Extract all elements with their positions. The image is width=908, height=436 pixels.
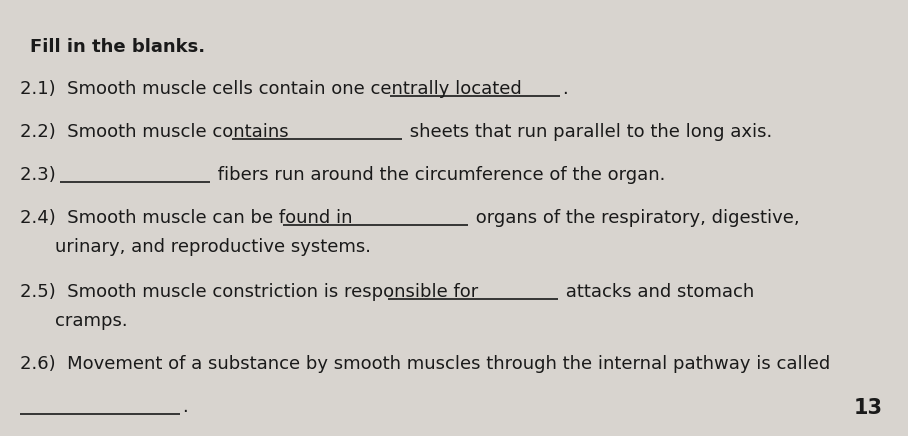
Text: 2.1)  Smooth muscle cells contain one centrally located: 2.1) Smooth muscle cells contain one cen… [20, 80, 528, 98]
Text: 2.5)  Smooth muscle constriction is responsible for: 2.5) Smooth muscle constriction is respo… [20, 283, 484, 301]
Text: attacks and stomach: attacks and stomach [560, 283, 755, 301]
Text: 2.2)  Smooth muscle contains: 2.2) Smooth muscle contains [20, 123, 294, 141]
Text: 13: 13 [854, 398, 883, 418]
Text: organs of the respiratory, digestive,: organs of the respiratory, digestive, [470, 209, 800, 227]
Text: fibers run around the circumference of the organ.: fibers run around the circumference of t… [212, 166, 666, 184]
Text: sheets that run parallel to the long axis.: sheets that run parallel to the long axi… [404, 123, 772, 141]
Text: 2.6)  Movement of a substance by smooth muscles through the internal pathway is : 2.6) Movement of a substance by smooth m… [20, 355, 830, 373]
Text: urinary, and reproductive systems.: urinary, and reproductive systems. [55, 238, 371, 256]
Text: cramps.: cramps. [55, 312, 128, 330]
Text: .: . [562, 80, 568, 98]
Text: 2.4)  Smooth muscle can be found in: 2.4) Smooth muscle can be found in [20, 209, 359, 227]
Text: .: . [182, 398, 188, 416]
Text: Fill in the blanks.: Fill in the blanks. [30, 38, 205, 56]
Text: 2.3): 2.3) [20, 166, 67, 184]
